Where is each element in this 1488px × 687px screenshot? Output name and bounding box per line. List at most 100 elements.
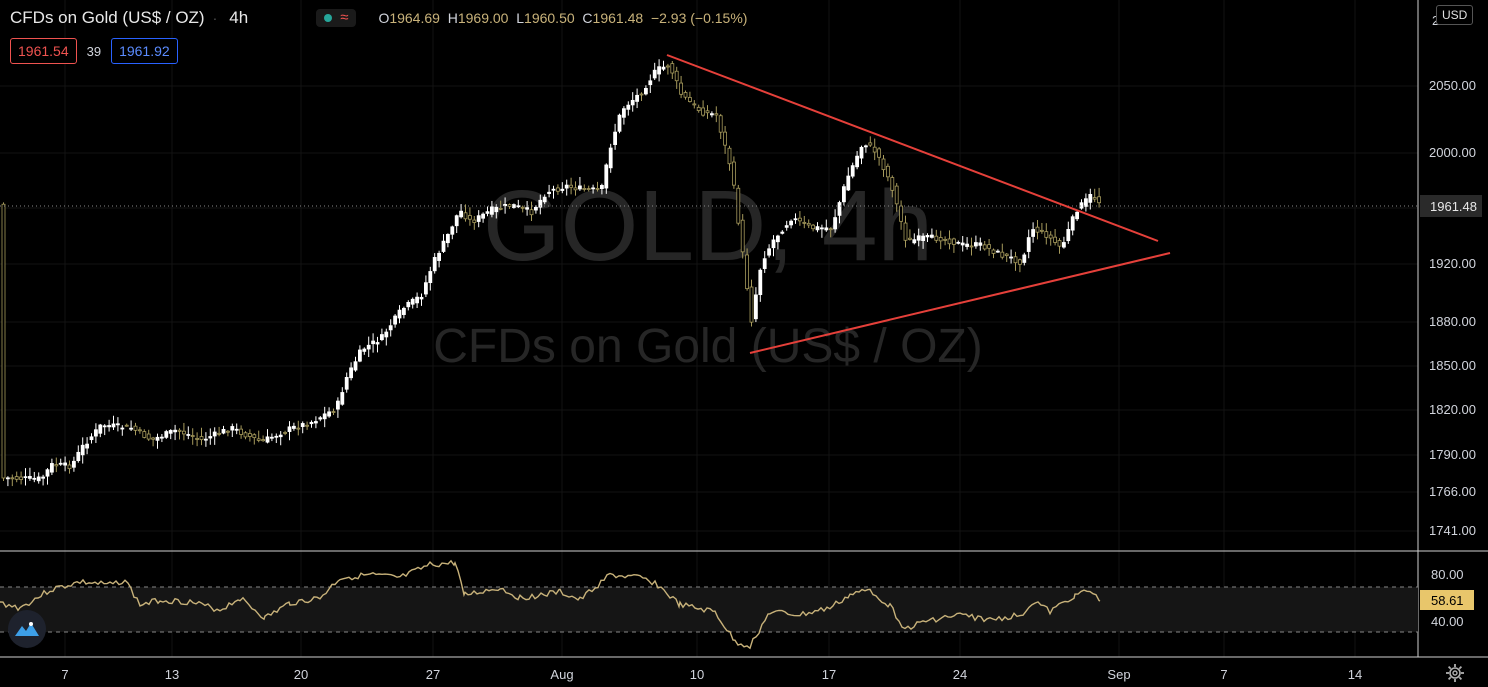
candle-body bbox=[551, 188, 556, 191]
candle-body bbox=[63, 462, 67, 466]
candle-body bbox=[36, 476, 41, 482]
candle-body bbox=[85, 443, 89, 449]
lower-trendline[interactable] bbox=[749, 252, 1171, 354]
candle-body bbox=[1062, 242, 1066, 248]
candle-body bbox=[1035, 226, 1040, 233]
candle-body bbox=[146, 433, 151, 440]
candle-body bbox=[758, 269, 763, 296]
candle-body bbox=[208, 436, 213, 439]
symbol-legend[interactable]: CFDs on Gold (US$ / OZ) · 4h ≈ O1964.69 … bbox=[10, 7, 747, 29]
candle-body bbox=[538, 199, 543, 208]
candle-body bbox=[604, 164, 609, 189]
candle-body bbox=[1022, 254, 1027, 263]
candle-body bbox=[789, 220, 793, 226]
candle-body bbox=[886, 165, 890, 178]
candle-body bbox=[151, 437, 156, 440]
candle-body bbox=[230, 426, 235, 431]
candle-body bbox=[952, 238, 956, 245]
candle-body bbox=[916, 235, 921, 241]
candle-body bbox=[630, 99, 635, 106]
candle-body bbox=[432, 257, 437, 272]
candle-body bbox=[1088, 194, 1093, 203]
candle-body bbox=[1, 203, 6, 479]
gear-icon[interactable] bbox=[1445, 663, 1465, 683]
sell-price-button[interactable]: 1961.54 bbox=[10, 38, 77, 64]
candle-body bbox=[824, 227, 829, 231]
candle-body bbox=[578, 185, 582, 190]
candle-body bbox=[1066, 229, 1071, 242]
upper-trendline[interactable] bbox=[666, 54, 1159, 242]
candle-body bbox=[595, 188, 600, 190]
candle-body bbox=[1031, 229, 1035, 237]
candle-body bbox=[705, 110, 710, 114]
candle-body bbox=[498, 207, 503, 210]
price-axis[interactable]: 2 2050.00 2000.00 1920.00 1880.00 1850.0… bbox=[1420, 13, 1482, 538]
candle-body bbox=[714, 113, 719, 116]
triangle-drawing[interactable] bbox=[666, 54, 1171, 354]
candle-body bbox=[1070, 216, 1075, 231]
interval-label[interactable]: 4h bbox=[229, 8, 249, 27]
candle-body bbox=[111, 423, 116, 428]
candle-body bbox=[397, 309, 402, 319]
open-label: O bbox=[378, 10, 390, 26]
candle-body bbox=[564, 184, 569, 189]
candle-body bbox=[476, 215, 481, 222]
candle-body bbox=[366, 344, 371, 350]
candle-body bbox=[353, 361, 358, 371]
rsi-axis[interactable]: 80.00 40.00 58.61 bbox=[1420, 567, 1474, 629]
candle-body bbox=[494, 206, 499, 213]
candle-body bbox=[626, 104, 631, 110]
time-axis[interactable]: 7 13 20 27 Aug 10 17 24 Sep 7 14 bbox=[61, 667, 1362, 682]
candle-body bbox=[701, 107, 705, 116]
rsi-value-label: 58.61 bbox=[1431, 593, 1464, 608]
candle-body bbox=[516, 205, 521, 208]
buy-sell-panel[interactable]: 1961.54 39 1961.92 bbox=[10, 38, 178, 64]
watermark: GOLD, 4h CFDs on Gold (US$ / OZ) bbox=[433, 170, 982, 373]
open-value: 1964.69 bbox=[389, 10, 440, 26]
rsi-value-label-bg bbox=[1420, 590, 1474, 610]
rsi-tick: 40.00 bbox=[1431, 614, 1464, 629]
last-price-label-bg bbox=[1420, 195, 1482, 217]
candle-body bbox=[252, 434, 257, 439]
candle-body bbox=[727, 147, 732, 165]
rsi-band bbox=[0, 587, 1418, 632]
candle-body bbox=[1092, 197, 1097, 200]
candle-body bbox=[652, 69, 657, 79]
candle-body bbox=[556, 187, 560, 192]
candle-body bbox=[335, 400, 340, 410]
candle-body bbox=[32, 477, 37, 480]
candle-body bbox=[190, 435, 195, 437]
candle-body bbox=[864, 145, 868, 148]
symbol-title[interactable]: CFDs on Gold (US$ / OZ) bbox=[10, 8, 205, 27]
price-tick: 1741.00 bbox=[1429, 523, 1476, 538]
candle-body bbox=[221, 429, 226, 434]
candle-body bbox=[877, 148, 881, 158]
currency-button[interactable]: USD bbox=[1436, 5, 1474, 25]
candle-body bbox=[489, 206, 494, 215]
candle-body bbox=[934, 235, 939, 241]
candle-body bbox=[19, 476, 24, 480]
candle-body bbox=[1026, 237, 1031, 252]
candle-body bbox=[767, 248, 771, 256]
time-label: Sep bbox=[1107, 667, 1130, 682]
market-status-pill[interactable]: ≈ bbox=[316, 9, 357, 27]
candle-body bbox=[850, 165, 855, 177]
candle-body bbox=[1097, 196, 1101, 204]
candle-body bbox=[674, 70, 679, 82]
time-label: 24 bbox=[953, 667, 967, 682]
candle-body bbox=[542, 196, 547, 203]
candle-body bbox=[428, 271, 433, 284]
candle-body bbox=[666, 65, 670, 68]
tradingview-logo-icon[interactable] bbox=[8, 610, 46, 648]
candle-body bbox=[212, 431, 217, 437]
candle-body bbox=[780, 231, 785, 234]
candle-body bbox=[1079, 202, 1084, 209]
candle-body bbox=[445, 233, 450, 244]
candle-body bbox=[661, 66, 666, 70]
candle-body bbox=[1053, 236, 1057, 243]
buy-price-button[interactable]: 1961.92 bbox=[111, 38, 178, 64]
candle-body bbox=[586, 188, 591, 190]
candle-body bbox=[670, 63, 675, 74]
